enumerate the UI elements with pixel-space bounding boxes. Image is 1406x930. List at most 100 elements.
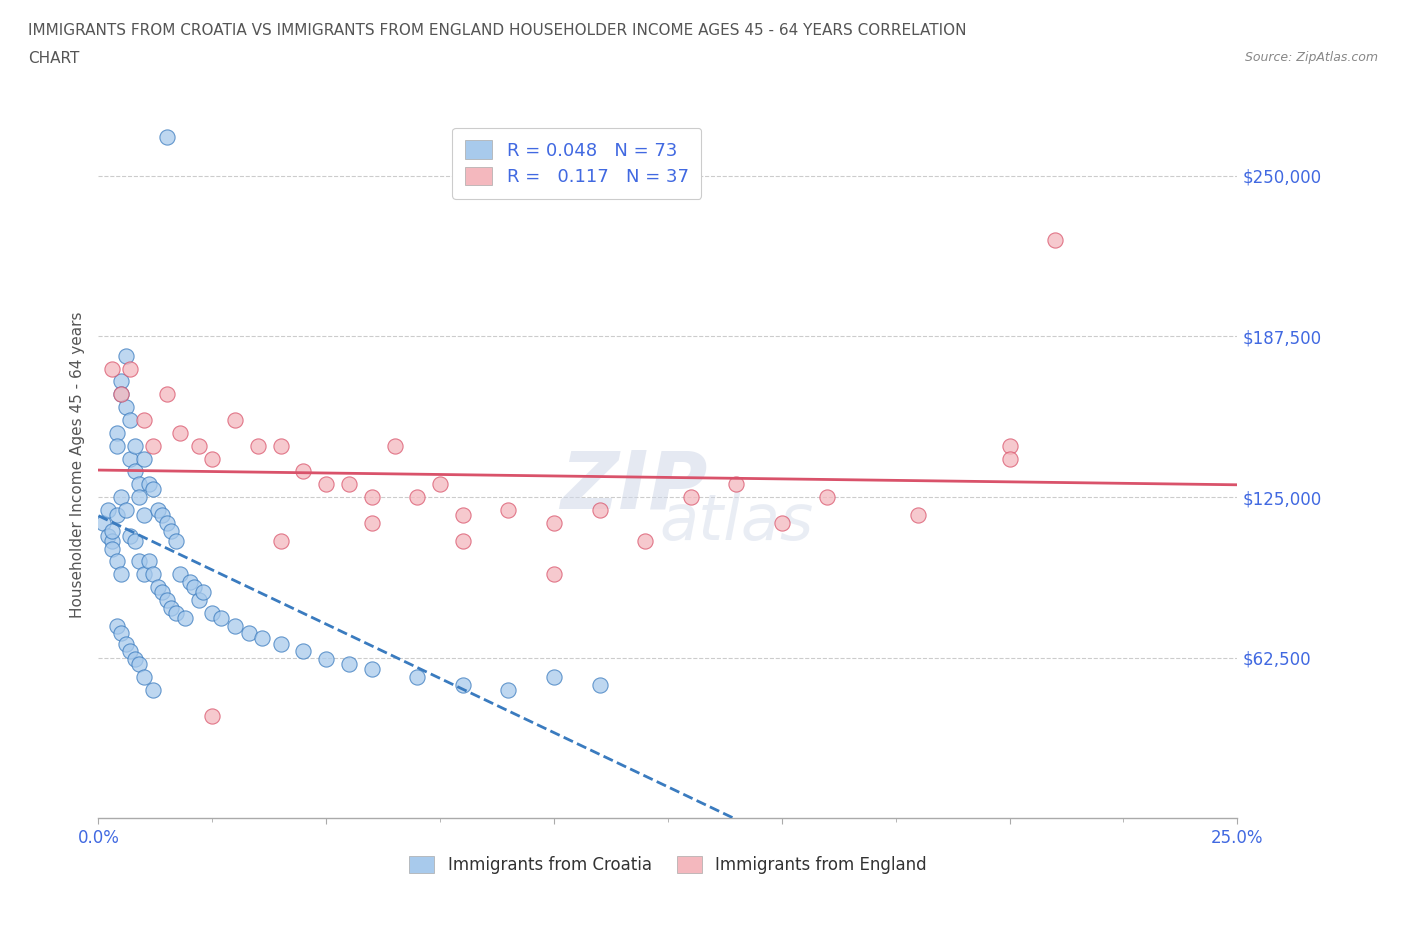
- Point: [132, 413, 155, 428]
- Point: [270, 438, 292, 453]
- Point: [146, 579, 169, 594]
- Point: [1043, 232, 1066, 247]
- Point: [451, 508, 474, 523]
- Point: [224, 618, 246, 633]
- Point: [142, 438, 165, 453]
- Point: [105, 618, 128, 633]
- Text: IMMIGRANTS FROM CROATIA VS IMMIGRANTS FROM ENGLAND HOUSEHOLDER INCOME AGES 45 - : IMMIGRANTS FROM CROATIA VS IMMIGRANTS FR…: [28, 23, 966, 38]
- Point: [193, 585, 215, 600]
- Point: [179, 575, 201, 590]
- Point: [634, 534, 657, 549]
- Point: [907, 508, 929, 523]
- Point: [156, 515, 179, 530]
- Point: [138, 477, 160, 492]
- Point: [543, 566, 565, 581]
- Point: [270, 534, 292, 549]
- Point: [451, 677, 474, 692]
- Point: [142, 566, 165, 581]
- Point: [187, 592, 209, 607]
- Point: [187, 438, 209, 453]
- Point: [165, 534, 187, 549]
- Point: [101, 534, 124, 549]
- Point: [252, 631, 274, 646]
- Point: [114, 400, 136, 415]
- Point: [183, 579, 205, 594]
- Point: [110, 387, 132, 402]
- Point: [142, 482, 165, 497]
- Point: [128, 490, 150, 505]
- Point: [156, 592, 179, 607]
- Point: [201, 708, 224, 723]
- Point: [105, 554, 128, 569]
- Point: [120, 361, 142, 376]
- Point: [201, 451, 224, 466]
- Point: [110, 566, 132, 581]
- Point: [110, 490, 132, 505]
- Point: [101, 523, 124, 538]
- Point: [120, 413, 142, 428]
- Point: [110, 374, 132, 389]
- Point: [96, 502, 118, 517]
- Point: [132, 508, 155, 523]
- Point: [120, 528, 142, 543]
- Point: [120, 451, 142, 466]
- Point: [406, 490, 429, 505]
- Point: [224, 413, 246, 428]
- Legend: Immigrants from Croatia, Immigrants from England: Immigrants from Croatia, Immigrants from…: [402, 849, 934, 881]
- Point: [146, 502, 169, 517]
- Point: [124, 438, 146, 453]
- Point: [150, 585, 173, 600]
- Point: [238, 626, 260, 641]
- Point: [209, 610, 232, 625]
- Point: [406, 670, 429, 684]
- Point: [770, 515, 793, 530]
- Point: [120, 644, 142, 658]
- Point: [160, 600, 183, 615]
- Point: [384, 438, 406, 453]
- Point: [174, 610, 197, 625]
- Point: [998, 451, 1021, 466]
- Point: [270, 636, 292, 651]
- Point: [360, 490, 382, 505]
- Point: [101, 361, 124, 376]
- Point: [132, 670, 155, 684]
- Point: [150, 508, 173, 523]
- Point: [128, 554, 150, 569]
- Point: [105, 425, 128, 440]
- Point: [101, 541, 124, 556]
- Point: [91, 515, 114, 530]
- Point: [160, 523, 183, 538]
- Point: [543, 670, 565, 684]
- Point: [114, 636, 136, 651]
- Point: [725, 477, 748, 492]
- Point: [128, 477, 150, 492]
- Point: [246, 438, 269, 453]
- Point: [110, 387, 132, 402]
- Point: [156, 130, 179, 145]
- Point: [815, 490, 838, 505]
- Point: [128, 657, 150, 671]
- Point: [124, 652, 146, 667]
- Point: [201, 605, 224, 620]
- Point: [142, 683, 165, 698]
- Point: [110, 626, 132, 641]
- Text: CHART: CHART: [28, 51, 80, 66]
- Text: ZIP: ZIP: [560, 447, 707, 525]
- Text: Source: ZipAtlas.com: Source: ZipAtlas.com: [1244, 51, 1378, 64]
- Point: [132, 451, 155, 466]
- Point: [114, 502, 136, 517]
- Point: [114, 349, 136, 364]
- Point: [360, 515, 382, 530]
- Point: [679, 490, 702, 505]
- Point: [292, 644, 315, 658]
- Point: [588, 502, 610, 517]
- Point: [292, 464, 315, 479]
- Point: [169, 425, 191, 440]
- Point: [124, 534, 146, 549]
- Point: [451, 534, 474, 549]
- Point: [124, 464, 146, 479]
- Point: [360, 662, 382, 677]
- Point: [132, 566, 155, 581]
- Point: [315, 477, 337, 492]
- Point: [105, 438, 128, 453]
